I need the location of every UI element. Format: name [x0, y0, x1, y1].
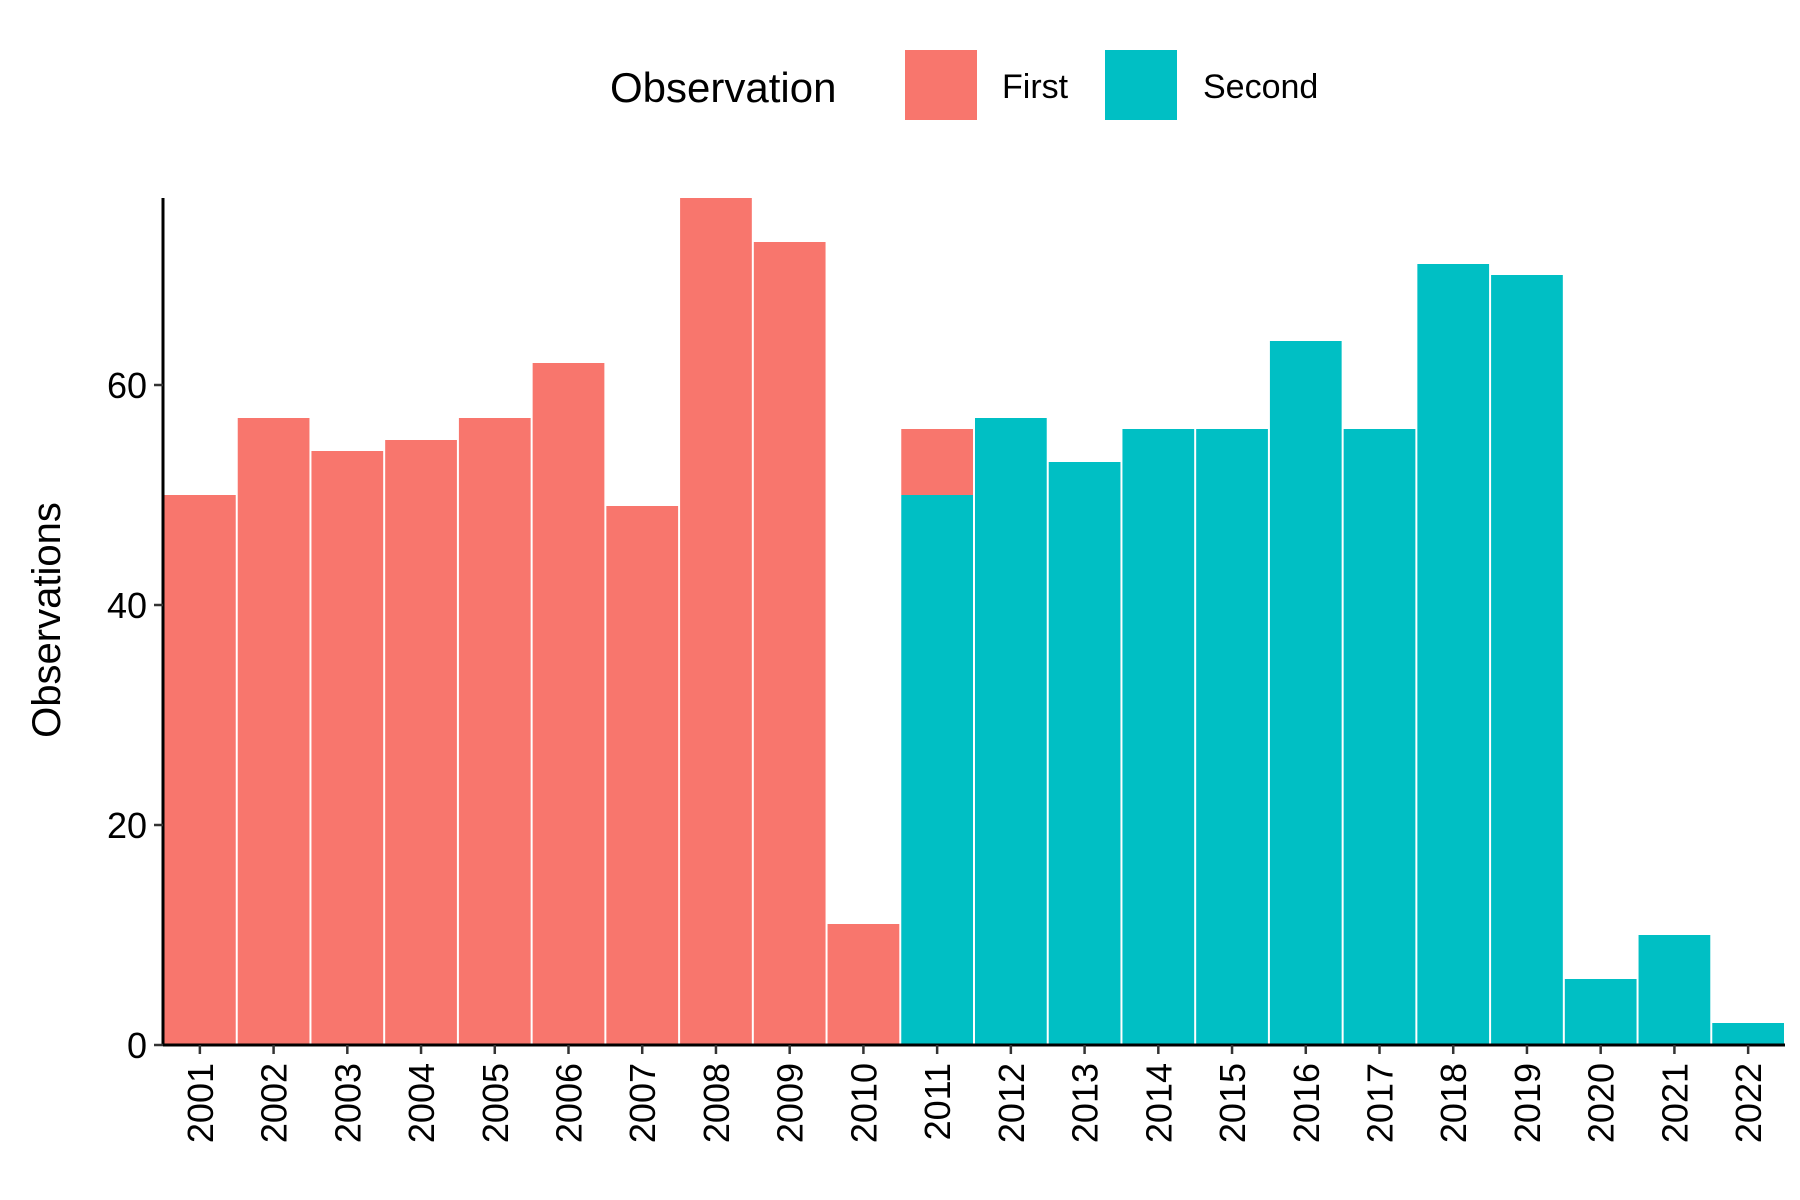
x-tick-label-2020: 2020: [1581, 1063, 1622, 1143]
x-tick-label-2005: 2005: [475, 1063, 516, 1143]
x-tick-label-2011: 2011: [917, 1063, 958, 1140]
bar-first-2001: [164, 495, 236, 1045]
bar-first-2004: [385, 440, 457, 1045]
bar-first-2005: [459, 418, 531, 1045]
x-tick-label-2014: 2014: [1138, 1063, 1179, 1143]
x-tick-label-2012: 2012: [991, 1063, 1032, 1143]
bar-first-2009: [754, 242, 826, 1045]
x-tick-label-2007: 2007: [622, 1063, 663, 1143]
bar-second-2015: [1196, 429, 1268, 1045]
bar-first-2002: [238, 418, 310, 1045]
legend-swatch-first: [905, 50, 977, 120]
bar-second-2013: [1049, 462, 1121, 1045]
bar-first-2010: [828, 924, 900, 1045]
bar-second-2011: [901, 495, 973, 1045]
x-tick-label-2015: 2015: [1212, 1063, 1253, 1143]
bar-second-2019: [1491, 275, 1563, 1045]
x-tick-label-2008: 2008: [696, 1063, 737, 1143]
y-tick-label-20: 20: [107, 805, 147, 846]
x-tick-label-2022: 2022: [1728, 1063, 1769, 1143]
x-tick-label-2016: 2016: [1286, 1063, 1327, 1143]
x-tick-label-2003: 2003: [327, 1063, 368, 1143]
bar-second-2021: [1639, 935, 1711, 1045]
x-tick-label-2021: 2021: [1654, 1063, 1695, 1143]
y-tick-label-60: 60: [107, 365, 147, 406]
x-tick-label-2006: 2006: [549, 1063, 590, 1143]
bar-second-2022: [1712, 1023, 1784, 1045]
y-tick-label-40: 40: [107, 585, 147, 626]
bar-first-2003: [311, 451, 383, 1045]
legend-title: Observation: [610, 64, 836, 111]
legend-swatch-second: [1105, 50, 1177, 120]
x-tick-label-2002: 2002: [254, 1063, 295, 1143]
x-tick-label-2010: 2010: [843, 1063, 884, 1143]
bar-second-2016: [1270, 341, 1342, 1045]
bars-layer: [164, 198, 1784, 1045]
bar-first-2008: [680, 198, 752, 1045]
bar-first-2007: [606, 506, 678, 1045]
x-tick-label-2019: 2019: [1507, 1063, 1548, 1143]
x-tick-label-2004: 2004: [401, 1063, 442, 1143]
legend: Observation First Second: [610, 50, 1318, 120]
x-tick-label-2013: 2013: [1065, 1063, 1106, 1143]
x-axis: 2001 2002 2003 2004 2005 2006 2007 2008 2009 2010…: [163, 1045, 1785, 1143]
bar-first-2006: [533, 363, 605, 1045]
bar-second-2020: [1565, 979, 1637, 1045]
bar-second-2014: [1122, 429, 1194, 1045]
bar-second-2018: [1417, 264, 1489, 1045]
bar-second-2012: [975, 418, 1047, 1045]
bar-first-2011: [901, 429, 973, 495]
y-axis-title: Observations: [25, 502, 69, 738]
x-tick-label-2018: 2018: [1433, 1063, 1474, 1143]
bar-second-2017: [1344, 429, 1416, 1045]
x-tick-label-2017: 2017: [1360, 1063, 1401, 1143]
y-axis: 0 20 40 60: [107, 198, 163, 1066]
x-tick-label-2009: 2009: [770, 1063, 811, 1143]
legend-label-first: First: [1002, 68, 1069, 106]
legend-label-second: Second: [1203, 68, 1318, 106]
y-tick-label-0: 0: [127, 1025, 147, 1066]
x-tick-label-2001: 2001: [180, 1063, 221, 1143]
